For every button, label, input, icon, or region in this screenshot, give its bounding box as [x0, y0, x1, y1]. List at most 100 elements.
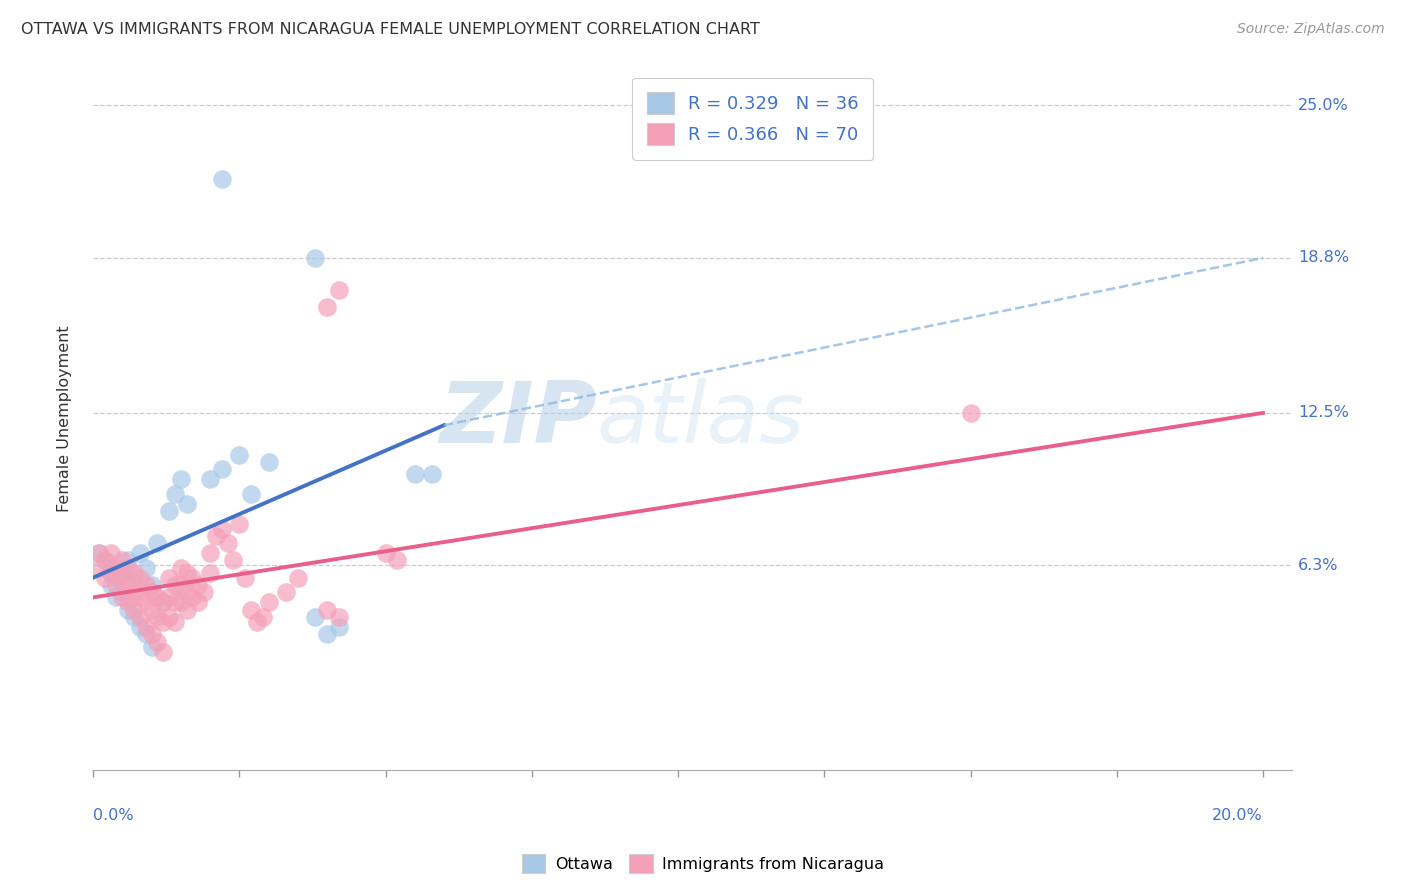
Text: OTTAWA VS IMMIGRANTS FROM NICARAGUA FEMALE UNEMPLOYMENT CORRELATION CHART: OTTAWA VS IMMIGRANTS FROM NICARAGUA FEMA… — [21, 22, 761, 37]
Text: Source: ZipAtlas.com: Source: ZipAtlas.com — [1237, 22, 1385, 37]
Point — [181, 591, 204, 605]
Point — [152, 595, 174, 609]
Point — [170, 595, 193, 609]
Point — [128, 546, 150, 560]
Point — [228, 516, 250, 531]
Point — [404, 467, 426, 482]
Point — [176, 497, 198, 511]
Point — [146, 591, 169, 605]
Point — [135, 561, 157, 575]
Point — [211, 462, 233, 476]
Point — [257, 455, 280, 469]
Point — [146, 610, 169, 624]
Point — [93, 553, 115, 567]
Point — [111, 585, 134, 599]
Point — [105, 561, 128, 575]
Point — [111, 553, 134, 567]
Text: 6.3%: 6.3% — [1298, 558, 1339, 573]
Point — [111, 591, 134, 605]
Point — [135, 620, 157, 634]
Point — [100, 566, 122, 580]
Point — [135, 627, 157, 641]
Point — [141, 640, 163, 654]
Y-axis label: Female Unemployment: Female Unemployment — [58, 326, 72, 512]
Point — [328, 610, 350, 624]
Point — [163, 595, 186, 609]
Point — [117, 603, 139, 617]
Point — [146, 634, 169, 648]
Point — [141, 603, 163, 617]
Point — [135, 595, 157, 609]
Point — [117, 553, 139, 567]
Point — [176, 585, 198, 599]
Point — [198, 566, 221, 580]
Point — [217, 536, 239, 550]
Point — [157, 610, 180, 624]
Text: 0.0%: 0.0% — [93, 808, 134, 823]
Point — [170, 472, 193, 486]
Point — [122, 585, 145, 599]
Point — [959, 406, 981, 420]
Point — [122, 571, 145, 585]
Point — [187, 578, 209, 592]
Point — [128, 620, 150, 634]
Point — [239, 603, 262, 617]
Point — [420, 467, 443, 482]
Point — [105, 591, 128, 605]
Point — [87, 546, 110, 560]
Point — [163, 487, 186, 501]
Point — [187, 595, 209, 609]
Text: ZIP: ZIP — [439, 377, 596, 460]
Point — [228, 448, 250, 462]
Text: atlas: atlas — [596, 377, 804, 460]
Point — [252, 610, 274, 624]
Text: 12.5%: 12.5% — [1298, 405, 1350, 420]
Point — [117, 595, 139, 609]
Point — [157, 504, 180, 518]
Point — [257, 595, 280, 609]
Point — [152, 644, 174, 658]
Point — [157, 591, 180, 605]
Point — [163, 578, 186, 592]
Point — [122, 610, 145, 624]
Point — [233, 571, 256, 585]
Text: 18.8%: 18.8% — [1298, 251, 1350, 266]
Point — [128, 610, 150, 624]
Point — [105, 578, 128, 592]
Point — [304, 251, 326, 265]
Point — [181, 571, 204, 585]
Point — [328, 620, 350, 634]
Point — [141, 627, 163, 641]
Point — [170, 561, 193, 575]
Point — [105, 571, 128, 585]
Point — [176, 566, 198, 580]
Point — [193, 585, 215, 599]
Point — [117, 561, 139, 575]
Point — [316, 300, 339, 314]
Point — [387, 553, 409, 567]
Point — [87, 561, 110, 575]
Point — [274, 585, 297, 599]
Point — [93, 571, 115, 585]
Point — [152, 615, 174, 629]
Point — [316, 603, 339, 617]
Point — [170, 578, 193, 592]
Point — [239, 487, 262, 501]
Point — [135, 578, 157, 592]
Point — [117, 578, 139, 592]
Point — [93, 553, 115, 567]
Point — [198, 472, 221, 486]
Point — [198, 546, 221, 560]
Point — [146, 536, 169, 550]
Point — [141, 585, 163, 599]
Point — [211, 172, 233, 186]
Point — [122, 566, 145, 580]
Point — [304, 610, 326, 624]
Point — [128, 591, 150, 605]
Legend: R = 0.329   N = 36, R = 0.366   N = 70: R = 0.329 N = 36, R = 0.366 N = 70 — [633, 78, 873, 160]
Point — [128, 571, 150, 585]
Point — [176, 603, 198, 617]
Point — [211, 522, 233, 536]
Text: 25.0%: 25.0% — [1298, 98, 1348, 113]
Point — [100, 546, 122, 560]
